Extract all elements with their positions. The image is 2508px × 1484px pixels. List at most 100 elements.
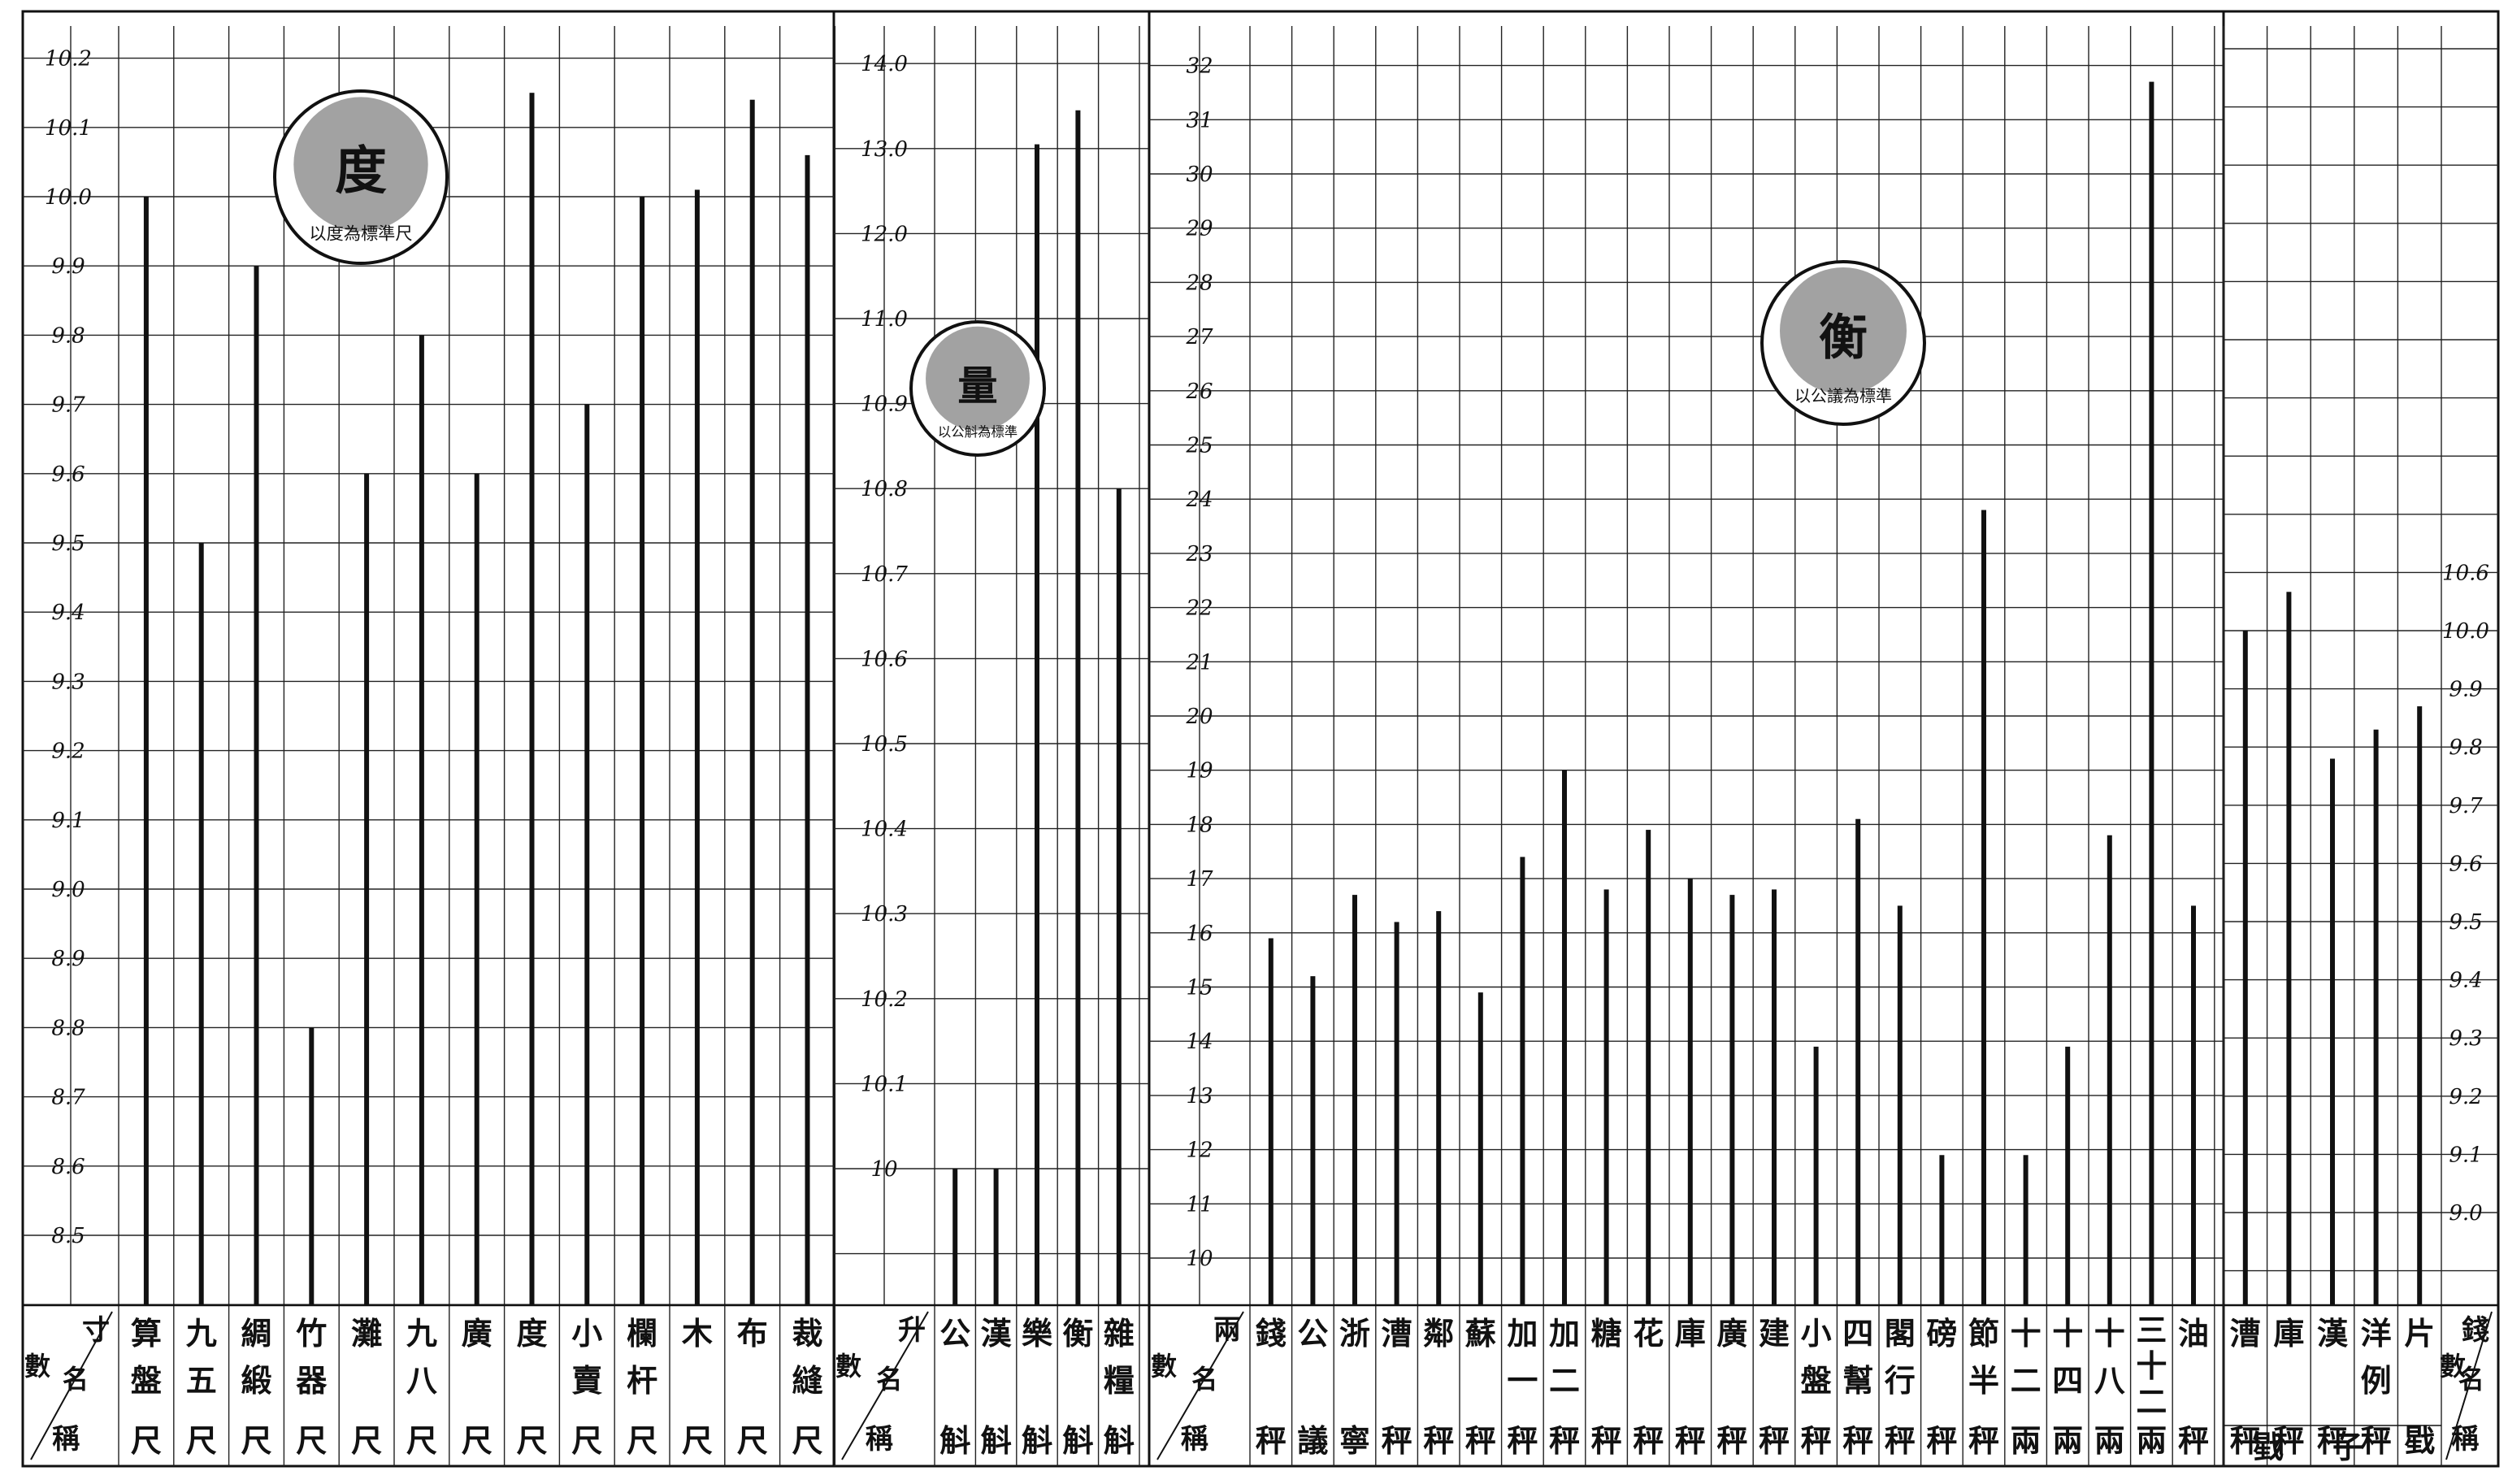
tick-xi-2: 9.2: [2449, 1085, 2482, 1109]
tick-liang-12: 13.0: [861, 137, 908, 162]
tick-xi-4: 9.4: [2449, 969, 2482, 993]
tick-liang-8: 10.8: [861, 477, 908, 501]
bar-du-5: [419, 335, 424, 1305]
bar-xi-2: [2330, 758, 2335, 1305]
header-diagonal: [30, 1311, 113, 1460]
category-heng-14-0: 四: [1842, 1315, 1873, 1352]
category-heng-0-0: 錢: [1256, 1315, 1287, 1352]
category-heng-17-2: 秤: [1968, 1422, 1999, 1459]
bar-heng-1: [1310, 976, 1316, 1305]
category-heng-15-0: 閣: [1885, 1315, 1916, 1352]
tick-heng-3: 13: [1186, 1084, 1213, 1109]
category-xi-4-1: 戥: [2404, 1422, 2435, 1459]
tick-xi-6: 9.6: [2449, 852, 2482, 876]
tick-du-6: 9.1: [51, 809, 85, 833]
header-liang-3: 稱: [866, 1423, 893, 1456]
bar-du-6: [474, 473, 479, 1305]
category-du-9-2: 尺: [627, 1422, 657, 1459]
header-heng-0: 兩: [1213, 1314, 1241, 1347]
bar-xi-3: [2373, 729, 2379, 1305]
tick-du-14: 9.9: [51, 254, 85, 279]
category-heng-18-1: 二: [2011, 1362, 2042, 1399]
tick-heng-8: 18: [1186, 813, 1213, 837]
tick-xi-8: 9.8: [2449, 735, 2482, 760]
header-diagonal: [841, 1311, 929, 1460]
category-xi-0-1: 秤: [2230, 1422, 2261, 1459]
category-heng-20-0: 十: [2094, 1315, 2125, 1352]
bar-heng-0: [1268, 938, 1274, 1305]
category-du-12-1: 縫: [792, 1362, 822, 1399]
tick-liang-7: 10.7: [861, 562, 908, 587]
tick-du-4: 8.9: [51, 947, 85, 971]
category-heng-17-0: 節: [1968, 1315, 1999, 1352]
tick-du-16: 10.1: [45, 116, 92, 141]
header-diagonal: [2445, 1311, 2493, 1460]
category-heng-12-1: 秤: [1759, 1422, 1790, 1459]
category-liang-0-1: 斛: [939, 1422, 970, 1459]
tick-heng-12: 22: [1185, 597, 1213, 621]
category-du-12-2: 尺: [792, 1422, 822, 1459]
tick-heng-9: 19: [1186, 759, 1213, 783]
bar-heng-13: [1813, 1046, 1819, 1305]
tick-du-8: 9.3: [51, 670, 85, 694]
category-heng-21-0: 三: [2136, 1312, 2167, 1348]
tick-liang-10: 11.0: [861, 307, 908, 332]
category-du-3-2: 尺: [296, 1422, 327, 1459]
tick-liang-0: 10: [870, 1157, 897, 1182]
bar-du-9: [640, 197, 645, 1305]
category-heng-4-0: 鄰: [1423, 1315, 1454, 1352]
category-liang-3-0: 衡: [1062, 1315, 1093, 1352]
header-du-0: 寸: [82, 1314, 110, 1347]
category-heng-3-1: 秤: [1382, 1422, 1412, 1459]
category-du-3-1: 器: [296, 1362, 328, 1399]
category-du-4-1: 尺: [351, 1422, 382, 1459]
category-heng-2-0: 浙: [1339, 1315, 1370, 1352]
stamp-glyph: 衡: [1819, 310, 1868, 367]
tick-du-15: 10.0: [45, 185, 92, 210]
category-du-1-0: 九: [186, 1315, 217, 1352]
tick-du-9: 9.4: [51, 601, 85, 625]
bar-xi-1: [2286, 592, 2292, 1305]
tick-heng-18: 28: [1185, 271, 1213, 295]
category-heng-3-0: 漕: [1382, 1315, 1412, 1352]
tick-liang-1: 10.1: [861, 1072, 908, 1096]
category-heng-21-1: 十: [2136, 1347, 2167, 1384]
bar-xi-0: [2242, 631, 2248, 1305]
tick-heng-19: 29: [1185, 217, 1213, 241]
tick-du-7: 9.2: [51, 740, 85, 764]
stamp-text: 以公斛為標準: [938, 424, 1018, 440]
category-heng-14-2: 秤: [1842, 1422, 1873, 1459]
category-du-9-0: 欄: [627, 1315, 657, 1352]
tick-labels: 8.5 8.6 8.7 8.8 8.9 9.0 9.1 9.2 9.3 9.4 9.5 9.6 9.7 9…: [45, 47, 2489, 1271]
bar-heng-22: [2191, 905, 2196, 1305]
category-du-8-2: 尺: [571, 1422, 602, 1459]
tick-liang-4: 10.4: [861, 818, 908, 842]
tick-du-11: 9.6: [51, 462, 85, 487]
category-heng-1-1: 議: [1297, 1422, 1328, 1459]
header-xi-3: 稱: [2451, 1423, 2479, 1456]
stamp-text: 以公議為標準: [1794, 386, 1892, 406]
category-xi-0-0: 漕: [2230, 1315, 2261, 1352]
category-du-8-1: 賣: [571, 1362, 602, 1399]
tick-heng-21: 31: [1186, 108, 1213, 132]
tick-heng-1: 11: [1186, 1192, 1213, 1217]
tick-du-13: 9.8: [51, 323, 85, 348]
bar-heng-10: [1687, 879, 1693, 1305]
bars: [143, 81, 2423, 1306]
bar-du-11: [749, 99, 755, 1306]
category-heng-18-2: 兩: [2011, 1422, 2042, 1459]
bar-liang-0: [952, 1169, 958, 1305]
category-heng-5-0: 蘇: [1465, 1315, 1496, 1352]
bar-heng-3: [1394, 922, 1399, 1305]
tick-liang-2: 10.2: [861, 987, 908, 1012]
tick-liang-3: 10.3: [861, 902, 908, 926]
stamp-glyph: 度: [335, 140, 387, 201]
category-heng-16-1: 秤: [1926, 1422, 1957, 1459]
category-du-0-0: 算: [131, 1315, 162, 1352]
tick-liang-9: 10.9: [861, 393, 908, 417]
category-heng-11-0: 廣: [1716, 1315, 1747, 1352]
category-heng-10-1: 秤: [1675, 1422, 1706, 1459]
category-heng-5-1: 秤: [1465, 1422, 1496, 1459]
